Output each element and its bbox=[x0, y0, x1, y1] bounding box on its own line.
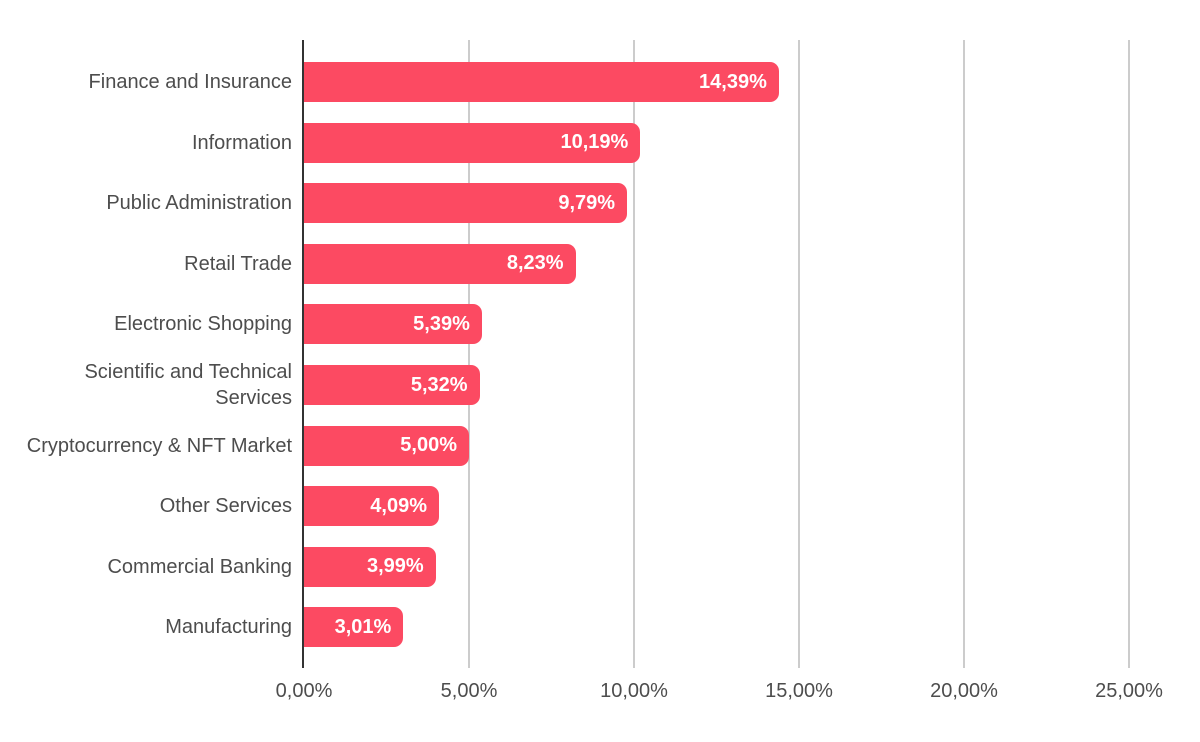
bar-value-label: 3,99% bbox=[366, 555, 424, 578]
bar: 5,32% bbox=[304, 365, 480, 405]
category-label: Finance and Insurance bbox=[88, 71, 292, 93]
x-axis-tick-label: 10,00% bbox=[600, 680, 668, 702]
bar: 3,01% bbox=[304, 607, 404, 648]
category-label: Other Services bbox=[159, 495, 292, 518]
x-axis-tick-label: 15,00% bbox=[765, 680, 833, 702]
bar-value-label: 9,79% bbox=[558, 191, 616, 214]
bar-value-label: 4,09% bbox=[370, 494, 427, 517]
category-label: Electronic Shopping bbox=[114, 313, 292, 336]
x-axis-tick-label: 0,00% bbox=[275, 680, 333, 702]
bar: 10,19% bbox=[304, 122, 641, 163]
bar: 3,99% bbox=[304, 546, 436, 587]
gridline bbox=[633, 40, 635, 662]
category-label: Cryptocurrency & NFT Market bbox=[26, 434, 292, 457]
bar-value-label: 8,23% bbox=[506, 252, 564, 275]
axis-tick-mark bbox=[1128, 662, 1130, 668]
axis-tick-mark bbox=[963, 662, 965, 668]
gridline bbox=[798, 40, 800, 662]
x-axis-tick-label: 20,00% bbox=[930, 680, 998, 702]
category-label: Scientific and Technical Services bbox=[84, 361, 292, 409]
x-axis-tick-label: 5,00% bbox=[440, 680, 498, 702]
bar: 5,00% bbox=[304, 425, 469, 466]
axis-tick-mark bbox=[798, 662, 800, 668]
bar-value-label: 14,39% bbox=[699, 70, 767, 93]
gridline bbox=[963, 40, 965, 662]
gridline bbox=[468, 40, 470, 662]
bar: 14,39% bbox=[304, 62, 779, 102]
x-axis-tick-label: 25,00% bbox=[1095, 680, 1163, 702]
category-label: Public Administration bbox=[106, 192, 292, 215]
category-label: Retail Trade bbox=[184, 252, 292, 275]
bar: 5,39% bbox=[304, 304, 482, 345]
bar: 9,79% bbox=[304, 183, 628, 224]
axis-tick-mark bbox=[633, 662, 635, 668]
bar: 4,09% bbox=[304, 486, 439, 527]
bar: 8,23% bbox=[304, 243, 576, 284]
bar-value-label: 3,01% bbox=[334, 615, 392, 638]
category-label: Commercial Banking bbox=[107, 555, 292, 578]
category-label: Manufacturing bbox=[165, 616, 292, 639]
y-axis-line bbox=[302, 40, 304, 668]
bar-value-label: 10,19% bbox=[560, 131, 629, 154]
bar-value-label: 5,39% bbox=[413, 312, 470, 335]
axis-tick-mark bbox=[468, 662, 470, 668]
bar-value-label: 5,00% bbox=[400, 434, 457, 457]
category-label: Information bbox=[191, 131, 292, 154]
gridline bbox=[1128, 40, 1130, 662]
bar-value-label: 5,32% bbox=[410, 373, 468, 396]
